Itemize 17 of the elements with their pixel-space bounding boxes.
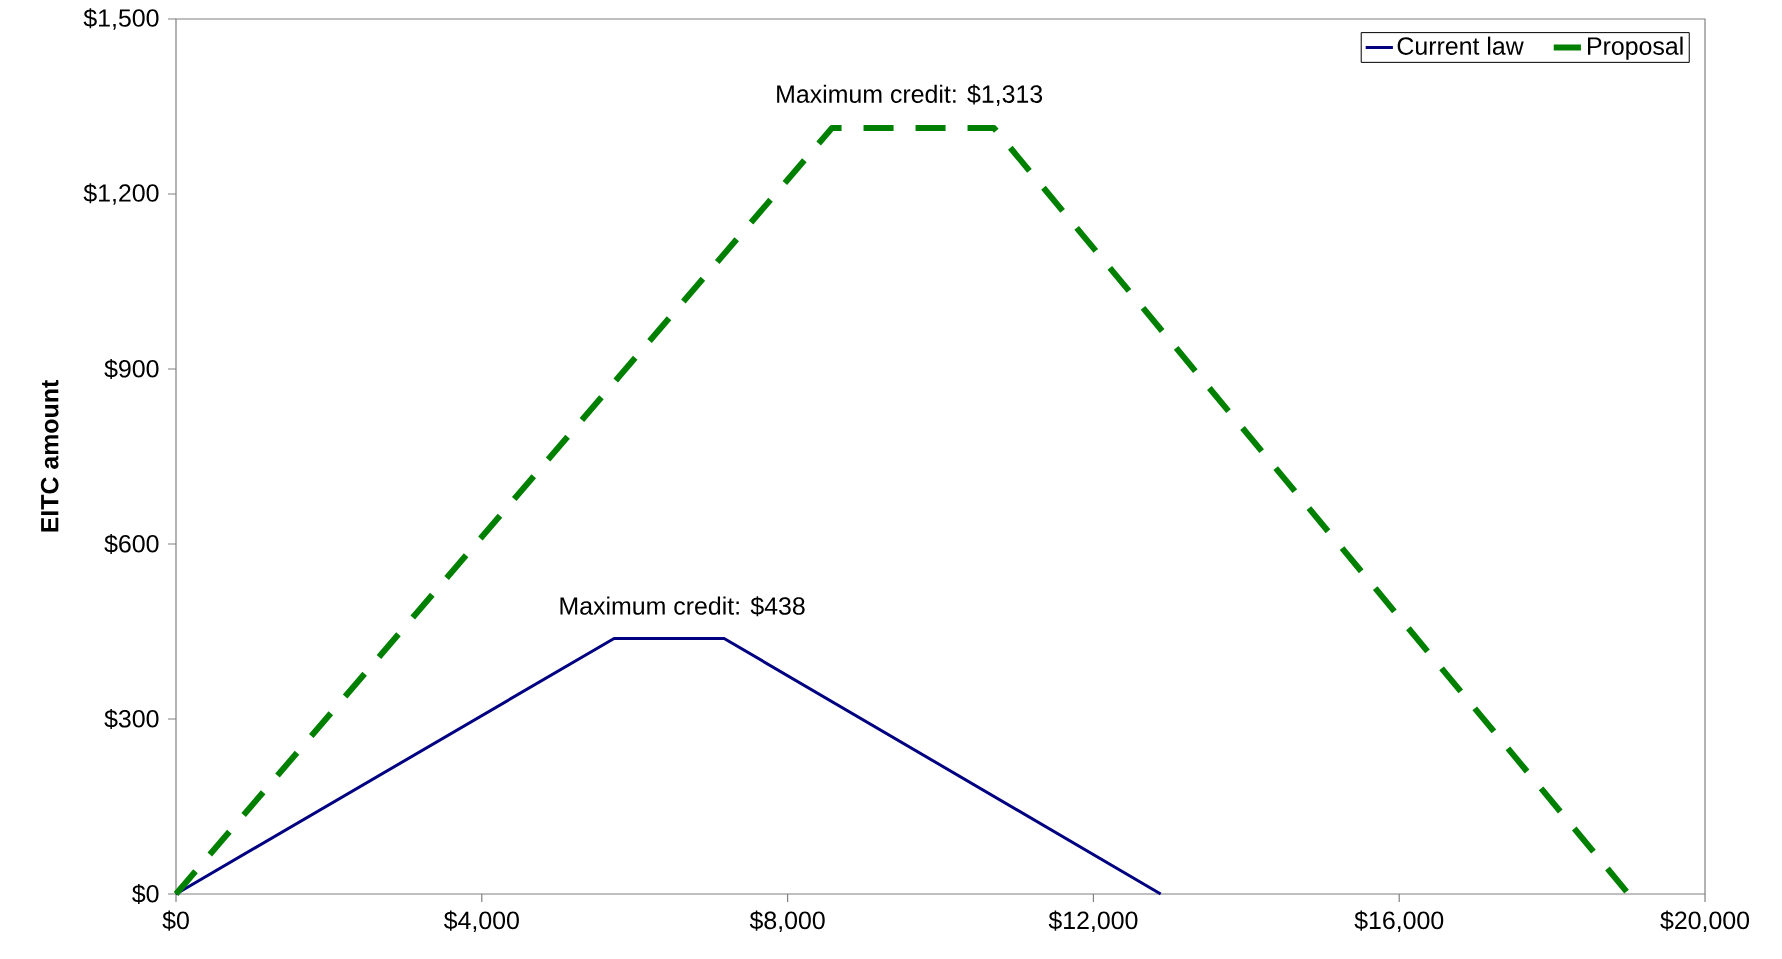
- y-tick-label: $600: [104, 533, 159, 555]
- y-tick-label: $0: [132, 883, 159, 905]
- x-tick-label: $8,000: [749, 910, 825, 933]
- y-tick-label: $900: [104, 358, 159, 380]
- x-tick-label: $0: [162, 910, 189, 931]
- x-tick-label: $20,000: [1660, 910, 1750, 933]
- annotation: Maximum credit: $1,313: [777, 84, 1043, 106]
- x-tick-label: $16,000: [1354, 910, 1444, 933]
- legend-label: Current law: [1397, 36, 1524, 55]
- y-tick-label: $300: [104, 708, 159, 730]
- y-tick-label: $1,500: [83, 8, 159, 30]
- x-tick-label: $4,000: [443, 910, 519, 933]
- annotation: Maximum credit: $438: [560, 596, 805, 617]
- x-tick-label: $12,000: [1048, 910, 1138, 933]
- y-axis-title: EITC amount: [40, 380, 59, 532]
- legend-label: Proposal: [1587, 36, 1683, 60]
- y-tick-label: $1,200: [83, 183, 159, 205]
